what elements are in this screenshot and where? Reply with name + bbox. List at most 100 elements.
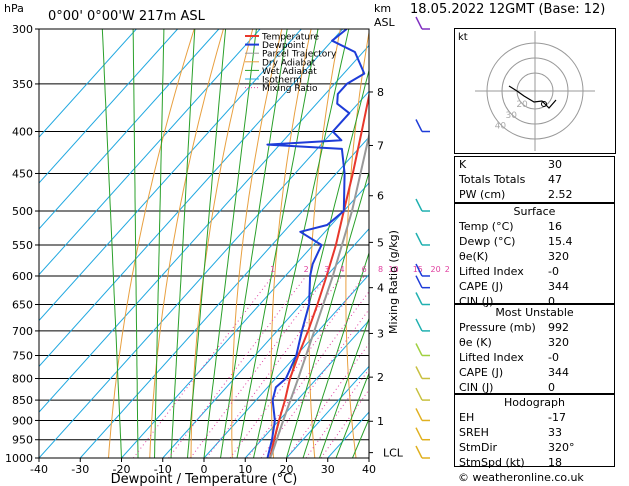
row-label: CAPE (J) — [459, 366, 504, 379]
wet-adiabat-line — [302, 251, 369, 458]
mixing-ratio-label: 6 — [362, 265, 367, 274]
km-tick-label: 4 — [377, 282, 384, 295]
row-value: 0 — [548, 381, 555, 394]
row-label: PW (cm) — [459, 188, 506, 201]
mixing-ratio-label: 15 — [413, 265, 423, 274]
isotherm-line — [79, 136, 369, 458]
dry-adiabat-line — [149, 29, 224, 458]
mixing-ratio-line — [246, 290, 369, 458]
wind-barb-flag — [415, 445, 423, 459]
table-row: Pressure (mb) 992 — [455, 320, 614, 335]
indices-table: K 30 Totals Totals 47 PW (cm) 2.52 — [454, 156, 615, 203]
hodograph-unit-label: kt — [458, 32, 468, 43]
wet-adiabat-line — [335, 371, 369, 458]
wind-barb-flag — [415, 275, 423, 289]
row-value: -0 — [548, 265, 559, 278]
row-label: θe(K) — [459, 250, 489, 263]
x-tick-label: 30 — [321, 463, 335, 476]
mixing-ratio-label: 25 — [445, 265, 450, 274]
wind-barb-flag — [415, 232, 423, 246]
isotherm-line — [203, 273, 369, 458]
x-tick-label: -40 — [30, 463, 48, 476]
y-tick-label: 800 — [12, 372, 33, 385]
y-tick-label: 350 — [12, 78, 33, 91]
wind-barb-flag — [415, 427, 423, 441]
row-value: 344 — [548, 366, 569, 379]
mixing-ratio-label: 20 — [431, 265, 441, 274]
wind-barb-flag — [415, 263, 423, 277]
isotherm-line — [121, 182, 369, 458]
wind-barb-flag — [415, 343, 423, 356]
row-label: Lifted Index — [459, 351, 524, 364]
surface-table: Surface Temp (°C) 16 Dewp (°C) 15.4 θe(K) 320 L… — [454, 203, 615, 308]
mixing-ratio-label: 8 — [378, 265, 383, 274]
table-row: K 30 — [455, 157, 614, 172]
legend-label: Dewpoint — [262, 41, 305, 51]
dry-adiabat-line — [450, 29, 451, 458]
y-tick-label: 650 — [12, 299, 33, 312]
row-value: 33 — [548, 426, 562, 439]
table-row: SREH 33 — [455, 425, 614, 440]
wind-barb-flag — [415, 198, 423, 212]
dry-adiabat-line — [231, 29, 283, 458]
wet-adiabat-line — [132, 29, 139, 458]
row-value: 320 — [548, 336, 569, 349]
isotherm-line — [39, 29, 220, 230]
datetime-title: 18.05.2022 12GMT (Base: 12) — [410, 2, 606, 17]
row-value: 47 — [548, 173, 562, 186]
row-value: 2.52 — [548, 188, 573, 201]
hpa-unit: hPa — [4, 2, 24, 15]
row-value: 344 — [548, 280, 569, 293]
mixing-ratio-line — [229, 275, 365, 458]
row-label: Lifted Index — [459, 265, 524, 278]
wind-barbs — [415, 16, 430, 459]
km-tick-label: 2 — [377, 371, 384, 384]
row-value: 30 — [548, 158, 562, 171]
row-value: -17 — [548, 411, 566, 424]
table-row: θe (K) 320 — [455, 335, 614, 350]
x-tick-label: 10 — [238, 463, 252, 476]
hodograph-ring-label: 30 — [506, 111, 518, 121]
y-tick-label: 300 — [12, 23, 33, 36]
table-row: Totals Totals 47 — [455, 172, 614, 187]
y-tick-label: 700 — [12, 325, 33, 338]
row-value: 16 — [548, 220, 562, 233]
y-tick-label: 900 — [12, 414, 33, 427]
wind-barb-flag — [415, 387, 423, 401]
wet-adiabat-line — [187, 29, 227, 458]
y-tick-label: 1000 — [5, 452, 33, 465]
legend-label: Dry Adiabat — [262, 58, 316, 68]
table-row: Lifted Index -0 — [455, 350, 614, 365]
mixing-ratio-label: 1 — [270, 265, 275, 274]
credit-text: © weatheronline.co.uk — [458, 471, 584, 484]
table-row: CIN (J) 0 — [455, 380, 614, 395]
y-tick-label: 400 — [12, 126, 33, 139]
mixing-ratio-line — [320, 388, 369, 458]
mixing-ratio-line — [132, 275, 274, 458]
row-value: 320 — [548, 250, 569, 263]
dry-adiabat-line — [108, 29, 195, 458]
series-lines — [266, 29, 369, 458]
x-tick-label: -10 — [154, 463, 172, 476]
legend-label: Temperature — [261, 33, 319, 43]
x-tick-label: -20 — [113, 463, 131, 476]
dry-adiabat-line — [190, 29, 254, 458]
y-tick-label: 550 — [12, 239, 33, 252]
isotherm-line — [162, 228, 369, 458]
km-tick-label: 6 — [377, 190, 384, 203]
wind-barb-flag — [415, 318, 423, 332]
wind-barb-flag — [415, 408, 423, 421]
table-row: EH -17 — [455, 410, 614, 425]
row-label: CIN (J) — [459, 381, 494, 394]
mixing-ratio-label: 10 — [388, 265, 398, 274]
wet-adiabat-line — [154, 29, 165, 458]
legend-label: Parcel Trajectory — [262, 50, 337, 60]
y-tick-label: 600 — [12, 270, 33, 283]
x-tick-label: 0 — [201, 463, 208, 476]
wind-barb-flag — [415, 292, 423, 305]
row-value: 15.4 — [548, 235, 573, 248]
wind-barb-flag — [415, 366, 423, 379]
